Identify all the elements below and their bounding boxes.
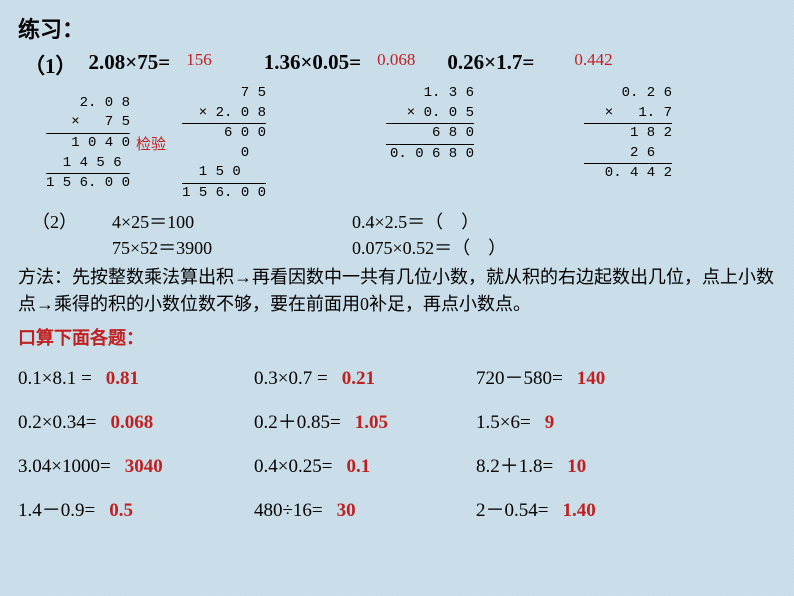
calc-2: 7 5 × 2. 0 8 6 0 0 0 1 5 0 1 5 6. 0 0 <box>182 84 266 204</box>
p2-l1b: 0.4×2.5＝（ ） <box>352 208 479 234</box>
calc-row: 1 4 5 6 <box>46 154 130 174</box>
calc-row: 1 8 2 <box>584 124 672 144</box>
calc-row: × 7 5 <box>46 113 130 133</box>
mental-question: 0.1×8.1 = <box>18 360 92 398</box>
mental-row: 0.1×8.1 = 0.81 0.3×0.7 = 0.21 720－580= 140 <box>18 360 776 398</box>
mental-answer: 140 <box>577 360 606 398</box>
mental-cell: 2－0.54= 1.40 <box>476 492 676 530</box>
check-label: 检验 <box>136 133 166 154</box>
mental-question: 0.2×0.34= <box>18 404 96 442</box>
mental-cell: 0.2＋0.85= 1.05 <box>254 404 476 442</box>
long-multiplication-area: 2. 0 8 × 7 5 1 0 4 0 1 4 5 6 1 5 6. 0 0 … <box>46 84 776 204</box>
calc-row: 1 0 4 0 <box>46 134 130 154</box>
mental-answer: 0.5 <box>109 492 133 530</box>
p2-l2b: 0.075×0.52＝（ ） <box>352 234 506 260</box>
mental-cell: 1.5×6= 9 <box>476 404 676 442</box>
mental-row: 1.4－0.9= 0.5 480÷16= 30 2－0.54= 1.40 <box>18 492 776 530</box>
mental-cell: 0.2×0.34= 0.068 <box>18 404 254 442</box>
p2-l2a: 75×52＝3900 <box>112 234 352 260</box>
mental-answer: 1.05 <box>355 404 388 442</box>
mental-answer: 0.81 <box>106 360 139 398</box>
p2-label: （2） <box>32 208 112 234</box>
calc-row: 1 5 6. 0 0 <box>182 184 266 204</box>
calc-row: 0. 0 6 8 0 <box>386 145 474 165</box>
mental-answer: 30 <box>337 492 356 530</box>
mental-answer: 0.21 <box>342 360 375 398</box>
p2-l1a: 4×25＝100 <box>112 208 352 234</box>
p1-a1: 156 <box>186 50 212 70</box>
p1-a3: 0.442 <box>574 50 612 70</box>
calc-row: × 0. 0 5 <box>386 104 474 124</box>
mental-answer: 3040 <box>125 448 163 486</box>
mental-cell: 480÷16= 30 <box>254 492 476 530</box>
mental-cell: 0.4×0.25= 0.1 <box>254 448 476 486</box>
calc-row: 1 5 0 <box>182 163 266 183</box>
calc-row: 1 5 6. 0 0 <box>46 174 130 194</box>
mental-question: 0.2＋0.85= <box>254 404 341 442</box>
mental-cell: 0.3×0.7 = 0.21 <box>254 360 476 398</box>
calc-row: 6 0 0 <box>182 124 266 144</box>
mental-row: 3.04×1000= 3040 0.4×0.25= 0.1 8.2＋1.8= 10 <box>18 448 776 486</box>
mental-question: 1.4－0.9= <box>18 492 95 530</box>
p1-q1: 2.08×75= <box>89 50 171 75</box>
calc-row: 7 5 <box>182 84 266 104</box>
method-text: 方法：先按整数乘法算出积→再看因数中一共有几位小数，就从积的右边起数出几位，点上… <box>18 264 776 318</box>
mental-cell: 8.2＋1.8= 10 <box>476 448 676 486</box>
mental-calc-title: 口算下面各题： <box>18 324 776 350</box>
mental-cell: 1.4－0.9= 0.5 <box>18 492 254 530</box>
calc-row: 6 8 0 <box>386 124 474 144</box>
page-title: 练习： <box>18 12 776 44</box>
mental-cell: 3.04×1000= 3040 <box>18 448 254 486</box>
calc-3: 1. 3 6 × 0. 0 5 6 8 0 0. 0 6 8 0 <box>386 84 474 204</box>
mental-question: 0.4×0.25= <box>254 448 332 486</box>
calc-1: 2. 0 8 × 7 5 1 0 4 0 1 4 5 6 1 5 6. 0 0 <box>46 94 130 194</box>
mental-calc-grid: 0.1×8.1 = 0.81 0.3×0.7 = 0.21 720－580= 140 0.2… <box>18 360 776 530</box>
p1-q2: 1.36×0.05= <box>264 50 361 75</box>
calc-4: 0. 2 6 × 1. 7 1 8 2 2 6 0. 4 4 2 <box>584 84 672 204</box>
p1-q3: 0.26×1.7= <box>447 50 534 75</box>
mental-answer: 0.068 <box>110 404 153 442</box>
mental-answer: 9 <box>545 404 555 442</box>
mental-question: 2－0.54= <box>476 492 548 530</box>
calc-row: 0. 2 6 <box>584 84 672 104</box>
calc-row: 0. 4 4 2 <box>584 164 672 184</box>
mental-question: 480÷16= <box>254 492 323 530</box>
calc-row: 2. 0 8 <box>46 94 130 114</box>
mental-question: 0.3×0.7 = <box>254 360 328 398</box>
calc-row: 1. 3 6 <box>386 84 474 104</box>
mental-cell: 0.1×8.1 = 0.81 <box>18 360 254 398</box>
p1-a2: 0.068 <box>377 50 415 70</box>
p1-label: （1） <box>24 50 77 80</box>
mental-answer: 1.40 <box>562 492 595 530</box>
mental-row: 0.2×0.34= 0.068 0.2＋0.85= 1.05 1.5×6= 9 <box>18 404 776 442</box>
problem-row-2: （2） 4×25＝100 0.4×2.5＝（ ） 75×52＝3900 0.07… <box>32 208 776 260</box>
mental-question: 3.04×1000= <box>18 448 111 486</box>
mental-answer: 10 <box>567 448 586 486</box>
calc-row: × 1. 7 <box>584 104 672 124</box>
mental-question: 8.2＋1.8= <box>476 448 553 486</box>
problem-row-1: （1） 2.08×75= 156 1.36×0.05= 0.068 0.26×1… <box>24 50 776 80</box>
mental-question: 1.5×6= <box>476 404 531 442</box>
calc-row: × 2. 0 8 <box>182 104 266 124</box>
mental-question: 720－580= <box>476 360 563 398</box>
mental-cell: 720－580= 140 <box>476 360 676 398</box>
mental-answer: 0.1 <box>346 448 370 486</box>
calc-row: 2 6 <box>584 144 672 164</box>
calc-row: 0 <box>182 144 266 164</box>
